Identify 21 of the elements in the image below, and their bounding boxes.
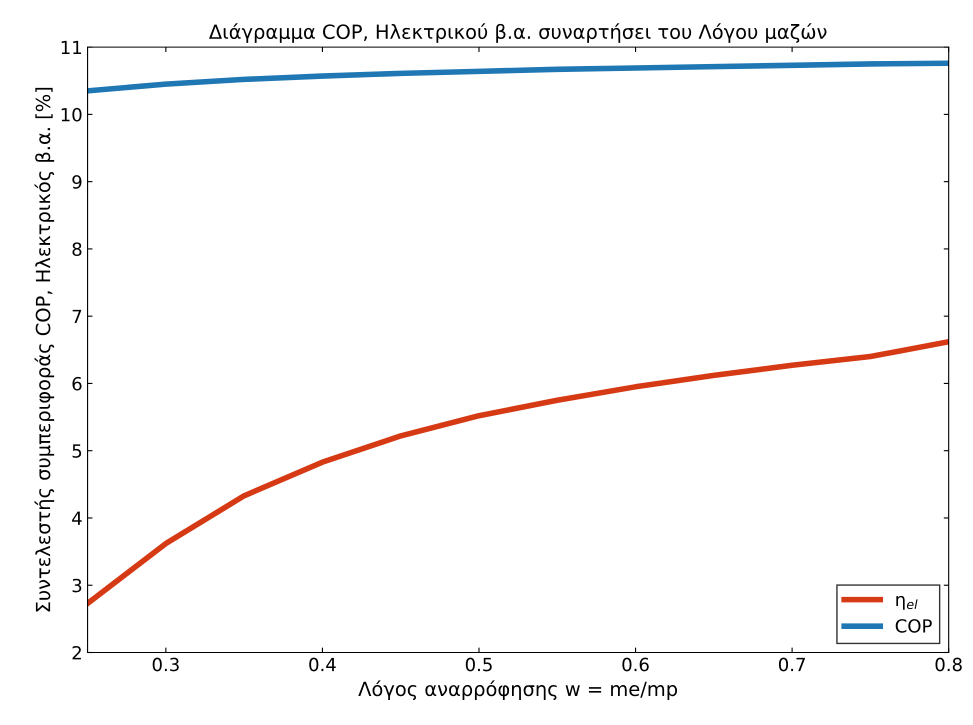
legend-label: COP: [896, 619, 932, 633]
x-tick-label: 0.3: [152, 658, 179, 672]
x-tick-label: 0.8: [936, 658, 962, 672]
y-tick-label: 5: [72, 444, 82, 458]
chart-title: Διάγραμμα COP, Ηλεκτρικού β.α. συναρτήσει του Λόγου μαζών: [208, 23, 826, 43]
y-tick-label: 8: [72, 242, 82, 256]
y-tick-label: 9: [72, 175, 82, 189]
y-tick-label: 2: [72, 646, 81, 660]
legend-label: η$_{el}$: [896, 596, 918, 610]
x-tick-label: 0.7: [778, 658, 805, 672]
y-tick-label: 3: [72, 578, 82, 592]
y-axis-title: Συντελεστής συμπεριφοράς COP, Ηλεκτρικός β.α. [%]: [34, 88, 54, 612]
x-tick-label: 0.5: [466, 658, 492, 672]
y-tick-label: 10: [62, 108, 82, 122]
y-tick-label: 7: [72, 310, 82, 324]
y-tick-label: 6: [72, 376, 82, 391]
x-axis-title: Λόγος αναρρόφησης w = me/mp: [358, 680, 678, 700]
x-tick-label: 0.6: [622, 658, 649, 672]
y-tick-label: 11: [62, 40, 82, 54]
y-tick-label: 4: [72, 512, 82, 525]
x-tick-label: 0.4: [309, 658, 336, 672]
